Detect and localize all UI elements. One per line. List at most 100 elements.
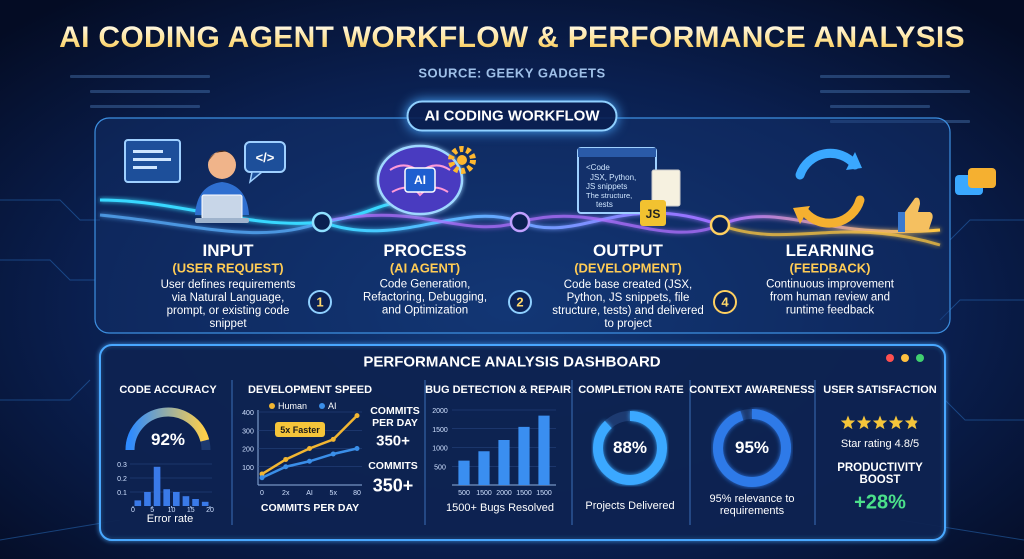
snippet-line: JSX, Python, [590, 173, 636, 182]
panel-title: COMPLETION RATE [578, 384, 684, 396]
panel-title: CONTEXT AWARENESS [689, 384, 815, 396]
step-subtitle: (FEEDBACK) [789, 260, 871, 276]
bar [518, 426, 530, 485]
donut-label: 95% [734, 438, 770, 457]
legend-dot [269, 403, 275, 409]
y-tick-label: 0.3 [117, 462, 127, 469]
histogram-bar [163, 489, 170, 506]
x-tick-label: 80 [353, 490, 361, 497]
histogram-bar [173, 492, 180, 506]
flow-nodes [311, 211, 731, 236]
step-subtitle: (DEVELOPMENT) [574, 260, 682, 276]
step-title: OUTPUT [593, 241, 663, 260]
step-marker: 1 [316, 294, 324, 310]
page-title: AI CODING AGENT WORKFLOW & PERFORMANCE A… [59, 21, 965, 54]
caption: 1500+ Bugs Resolved [446, 502, 554, 514]
legend-dot [319, 403, 325, 409]
icon-js: JS [646, 207, 661, 221]
step-text: Code base created (JSX, Python, JS snipp… [552, 279, 704, 330]
y-tick-label: 100 [242, 465, 254, 472]
step-marker: 4 [721, 294, 729, 310]
snippet-line: <Code [586, 163, 610, 172]
gauge-label: 92% [150, 430, 186, 449]
x-tick-label: 2000 [496, 490, 512, 497]
axis-label: COMMITS PER DAY [260, 502, 360, 514]
icon-ai-chip: AI [414, 173, 426, 187]
y-tick-label: 200 [242, 447, 254, 454]
stat-value: 350+ [372, 475, 414, 496]
donut-arc [713, 409, 791, 487]
x-tick-label: 5 [150, 507, 154, 514]
gauge-arc [125, 407, 210, 451]
histogram-bar [201, 501, 209, 506]
stat-label: COMMITS PER DAY [370, 405, 420, 429]
y-tick-label: 500 [434, 464, 446, 471]
histogram-bar [153, 466, 161, 506]
x-tick-label: 1500 [516, 490, 532, 497]
boost-title: PRODUCTIVITY BOOST [837, 462, 923, 486]
caption: Projects Delivered [585, 500, 675, 512]
y-tick-label: 300 [242, 428, 254, 435]
panel-title: DEVELOPMENT SPEED [247, 384, 373, 396]
series-point [259, 471, 265, 477]
bar [498, 440, 510, 485]
marker-circles [308, 290, 737, 314]
series-point [283, 464, 289, 470]
x-tick-label: 1500 [536, 490, 552, 497]
step-text: Code Generation, Refactoring, Debugging,… [362, 278, 488, 317]
y-tick-label: 0.2 [117, 476, 127, 483]
input-icon: </> [124, 139, 286, 223]
stat-value: 350+ [376, 432, 410, 450]
step-title: PROCESS [383, 241, 467, 260]
dashboard-title: PERFORMANCE ANALYSIS DASHBOARD [363, 353, 661, 371]
y-tick-label: 1500 [432, 427, 448, 434]
boost-value: +28% [854, 491, 906, 514]
process-icon: AI [376, 144, 476, 216]
series-point [259, 475, 265, 481]
workflow-title: AI CODING WORKFLOW [406, 100, 618, 132]
histogram-bar [144, 492, 151, 506]
annotation: 5x Faster [280, 425, 320, 435]
y-tick-label: 1000 [432, 446, 448, 453]
histogram-bar [182, 496, 190, 506]
x-tick-label: 5x [330, 490, 338, 497]
x-tick-label: 2x [282, 490, 290, 497]
x-tick-label: 0 [131, 507, 135, 514]
source: SOURCE: GEEKY GADGETS [418, 65, 606, 81]
window-dots [886, 354, 924, 362]
panel-title: BUG DETECTION & REPAIR [425, 384, 571, 396]
step-subtitle: (USER REQUEST) [172, 260, 284, 276]
histogram-bar [192, 499, 199, 506]
series-point [283, 456, 289, 462]
axis-label: Error rate [146, 513, 194, 525]
snippet-line: tests [596, 200, 613, 209]
y-tick-label: 400 [242, 410, 254, 417]
step-marker: 2 [516, 294, 524, 310]
bar [478, 451, 490, 485]
bar [538, 415, 550, 485]
output-icon: <Code JSX, Python, JS snippets The struc… [577, 147, 681, 226]
panel-title: USER SATISFACTION [823, 384, 937, 396]
y-tick-label: 2000 [432, 408, 448, 415]
x-tick-label: 20 [206, 507, 214, 514]
series-point [330, 436, 336, 442]
series-point [354, 413, 360, 419]
x-tick-label: 15 [187, 507, 195, 514]
bar [458, 460, 470, 485]
x-tick-label: 10 [168, 507, 176, 514]
y-tick-label: 0.1 [117, 490, 127, 497]
stat-label: COMMITS [368, 460, 418, 472]
panel-title: CODE ACCURACY [119, 384, 217, 396]
step-title: LEARNING [785, 241, 875, 260]
step-title: INPUT [202, 241, 254, 260]
series-point [354, 446, 360, 451]
step-subtitle: (AI AGENT) [389, 260, 461, 276]
dashboard-charts: 0.1 0.2 0.3 0 5 10 15 20 100 200 300 400 0 2x AI 5x 80 Hu… [117, 401, 920, 514]
step-text: Continuous improvement from human review… [766, 278, 894, 317]
x-tick-label: AI [306, 490, 313, 497]
icon-code-tag: </> [256, 150, 275, 165]
x-tick-label: 500 [458, 490, 470, 497]
feedback-icons [898, 168, 996, 232]
